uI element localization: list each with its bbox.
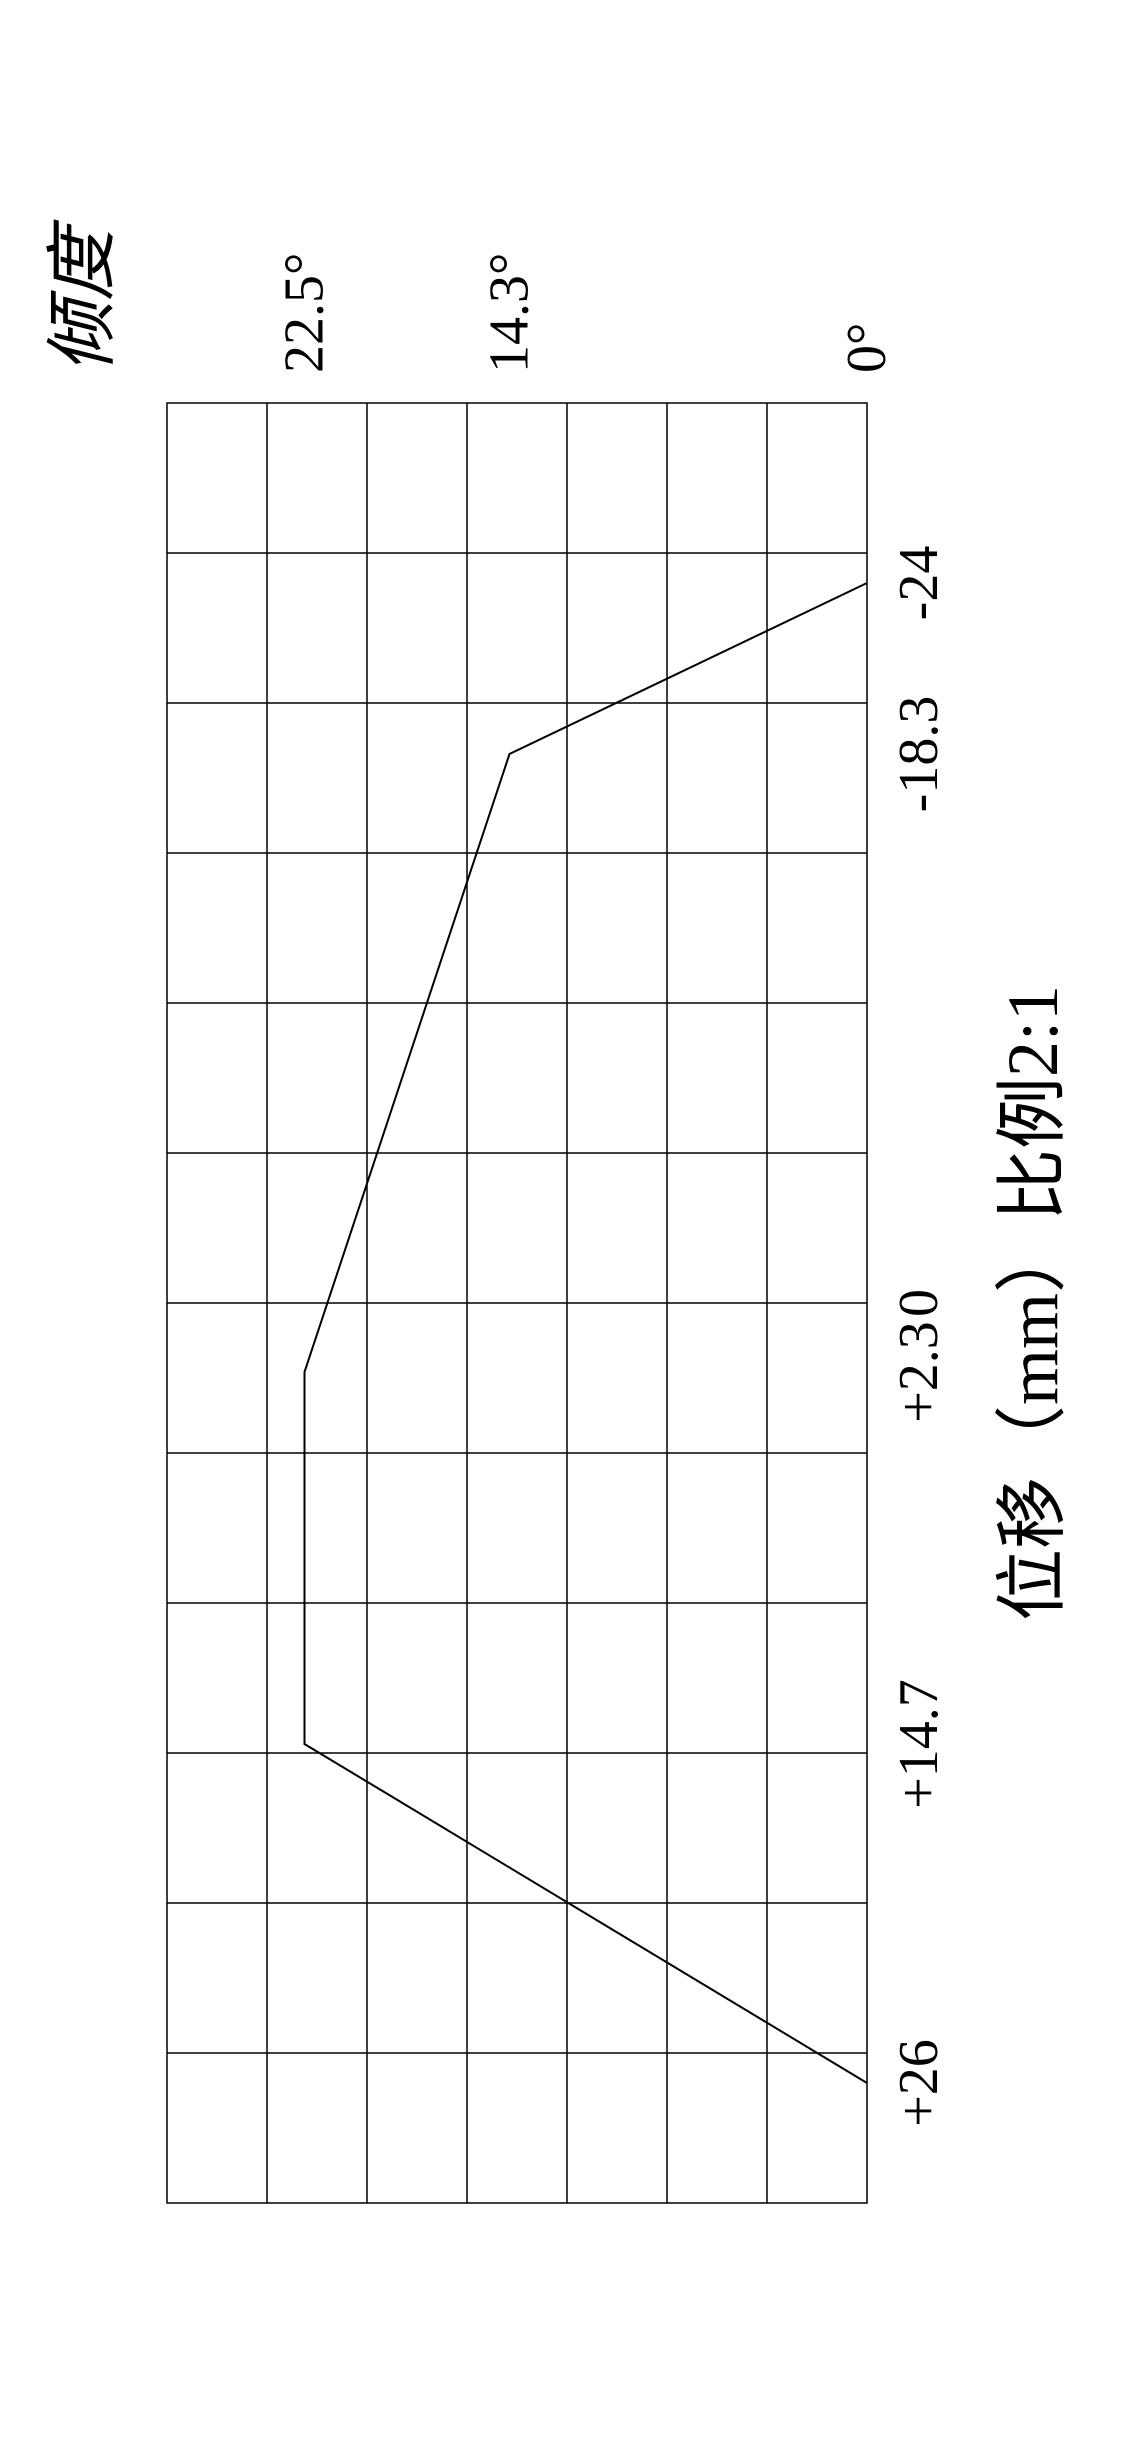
y-axis-label: 0°: [836, 322, 898, 372]
x-axis-label: +2.3: [888, 1321, 950, 1423]
x-axis-label: -24: [888, 545, 950, 620]
x-axis-label: -18.3: [888, 695, 950, 812]
line-chart: +26 +14.7 +2.3 0 -18.3 -24 22.5° 14.3° 0° 倾度位移（mm…: [7, 203, 1127, 2243]
y-axis-title: 倾度: [43, 219, 123, 373]
y-axis-label: 22.5°: [274, 252, 336, 372]
x-axis-label: 0: [888, 1289, 950, 1317]
x-axis-title: 位移（mm）比例2:1: [993, 984, 1073, 1620]
y-axis-label: 14.3°: [479, 252, 541, 372]
x-axis-label: +26: [888, 2039, 950, 2127]
chart-container: +26 +14.7 +2.3 0 -18.3 -24 22.5° 14.3° 0° 倾度位移（mm…: [7, 203, 1127, 2243]
x-axis-label: +14.7: [888, 1679, 950, 1809]
